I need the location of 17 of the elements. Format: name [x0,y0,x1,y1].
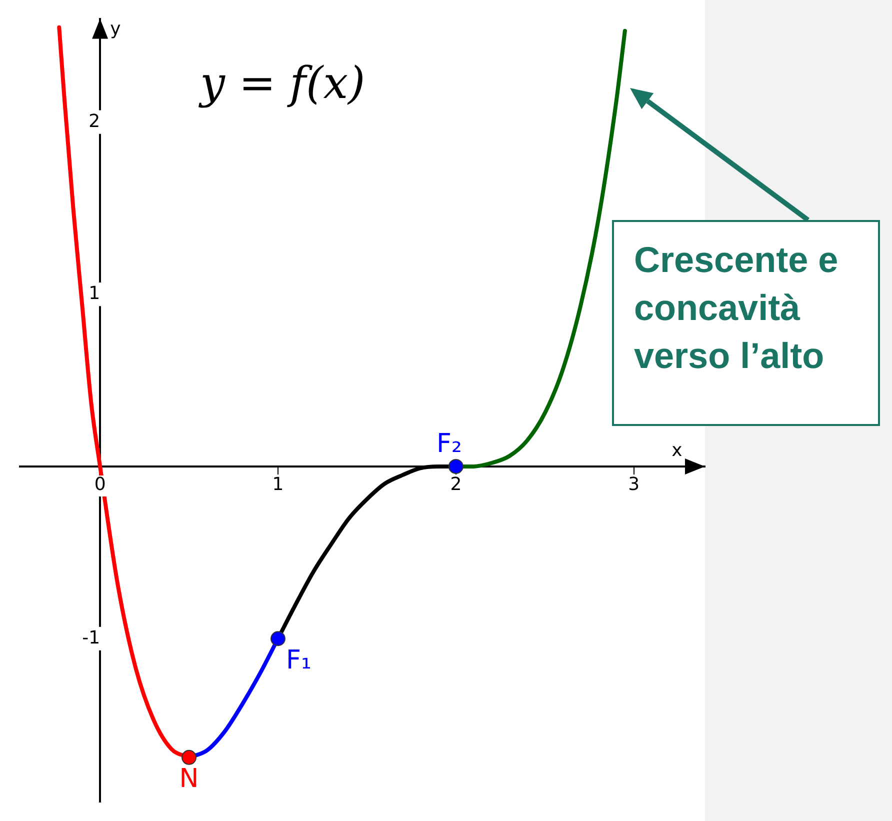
x-tick-label: 3 [628,474,640,496]
x-tick-label: 0 [94,474,106,496]
annotation: F₂ [436,429,462,460]
x-axis-title: x [672,440,683,462]
text: y = f(x) [198,58,366,110]
y-axis-title: y [110,18,122,40]
point [270,631,286,646]
point [448,458,464,474]
annotation: F₁ [286,645,312,676]
y-tick-label: 1 [88,282,100,304]
x-tick-label: 2 [450,474,462,496]
y-tick-label: -1 [82,627,100,648]
x-tick-label: 1 [272,474,284,496]
point [182,750,197,765]
y-tick-label: 2 [88,110,100,132]
annotation: Crescente e concavità verso l’alto [612,220,880,426]
annotation: N [179,764,199,794]
